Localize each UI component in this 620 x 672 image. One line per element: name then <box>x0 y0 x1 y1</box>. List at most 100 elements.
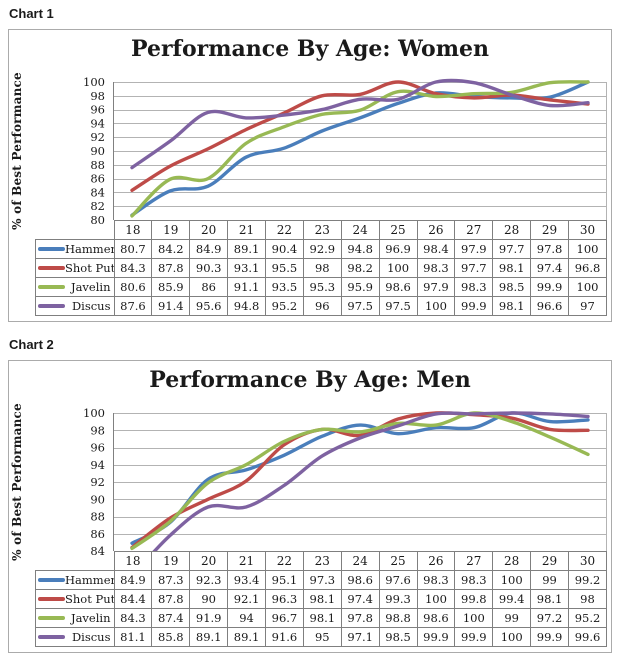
y-axis-title: % of Best Performance <box>10 403 24 561</box>
value-cell: 99.3 <box>378 589 418 609</box>
value-cell: 95.2 <box>568 608 607 628</box>
value-cell: 97.4 <box>530 258 569 278</box>
value-cell: 97.6 <box>378 570 418 590</box>
value-cell: 98.8 <box>378 608 418 628</box>
value-cell: 95.1 <box>265 570 304 590</box>
series-name: Hammer <box>65 242 114 256</box>
age-header-row: 18 19 20 21 22 23 24 25 26 27 28 29 30 <box>36 551 607 571</box>
age-header-cell: 24 <box>340 551 380 571</box>
value-cell: 99.6 <box>568 627 607 647</box>
value-cell: 91.9 <box>189 608 229 628</box>
age-header-row: 18 19 20 21 22 23 24 25 26 27 28 29 30 <box>36 220 607 240</box>
value-cell: 96.9 <box>378 239 418 259</box>
value-cell: 97.5 <box>378 296 418 316</box>
value-cell: 99 <box>530 570 569 590</box>
legend-swatch-shot-put <box>38 266 65 270</box>
value-cell: 99.9 <box>530 627 569 647</box>
legend-cell: Shot Put <box>35 258 115 278</box>
age-header-cell: 23 <box>302 551 342 571</box>
value-cell: 90.4 <box>265 239 304 259</box>
age-header-cell: 25 <box>378 220 418 240</box>
value-cell: 98.3 <box>416 258 456 278</box>
y-tick-label: 88 <box>90 510 105 524</box>
value-cell: 97.1 <box>340 627 380 647</box>
y-tick-label: 80 <box>90 213 105 227</box>
value-cell: 87.4 <box>151 608 191 628</box>
series-line-hammer <box>130 80 590 217</box>
legend-cell: Hammer <box>35 239 115 259</box>
value-cell: 98.1 <box>492 258 532 278</box>
y-axis-title: % of Best Performance <box>10 72 24 230</box>
legend-cell: Javelin <box>35 608 115 628</box>
age-header-cell: 19 <box>151 551 191 571</box>
series-line-discus <box>152 411 590 551</box>
legend-entry: Discus <box>38 630 112 644</box>
value-cell: 91.4 <box>151 296 191 316</box>
legend-swatch-discus <box>38 635 65 639</box>
value-cell: 98.6 <box>416 608 456 628</box>
series-row-shot-put: Shot Put 84.4 87.8 90 92.1 96.3 98.1 97.4 99.3 10… <box>35 589 607 609</box>
chart-1-section: Chart 1 Performance By Age: Women 80 82 84… <box>0 7 620 322</box>
legend-swatch-discus <box>38 304 65 308</box>
value-cell: 95.9 <box>340 277 380 297</box>
age-header-cell: 28 <box>492 551 532 571</box>
value-cell: 91.1 <box>227 277 266 297</box>
legend-cell: Discus <box>35 627 115 647</box>
chart-2-data-table: 18 19 20 21 22 23 24 25 26 27 28 29 30 Hammer 84.9 87.3… <box>35 551 607 647</box>
age-header-cell: 27 <box>454 220 494 240</box>
age-header-cell: 25 <box>378 551 418 571</box>
value-cell: 97.5 <box>340 296 380 316</box>
y-tick-label: 86 <box>90 172 105 186</box>
value-cell: 98.1 <box>530 589 569 609</box>
series-line-javelin <box>130 80 590 218</box>
chart-2-frame: Performance By Age: Men 84 86 88 90 92 94 96 98… <box>8 360 612 653</box>
chart-1-label: Chart 1 <box>9 6 54 21</box>
value-cell: 99.9 <box>454 296 494 316</box>
legend-swatch-hammer <box>38 247 65 251</box>
value-cell: 99.2 <box>568 570 607 590</box>
series-line-discus <box>130 78 590 170</box>
value-cell: 94.8 <box>227 296 266 316</box>
chart-1-data-table: 18 19 20 21 22 23 24 25 26 27 28 29 30 Hammer 80.7 84.2… <box>35 220 607 316</box>
legend-entry: Hammer <box>38 242 114 256</box>
y-tick-label: 96 <box>90 441 105 455</box>
value-cell: 87.8 <box>151 258 191 278</box>
y-tick-label: 90 <box>90 492 105 506</box>
value-cell: 98.5 <box>492 277 532 297</box>
chart-1-frame: Performance By Age: Women 80 82 84 86 88 90 92… <box>8 29 612 322</box>
value-cell: 97.4 <box>340 589 380 609</box>
value-cell: 93.1 <box>227 258 266 278</box>
legend-swatch-javelin <box>38 616 65 620</box>
value-cell: 87.3 <box>151 570 191 590</box>
value-cell: 97.3 <box>302 570 342 590</box>
chart-2-title: Performance By Age: Men <box>149 367 471 393</box>
value-cell: 84.9 <box>113 570 153 590</box>
age-header-cell: 26 <box>416 220 456 240</box>
value-cell: 98.2 <box>340 258 380 278</box>
series-name: Javelin <box>70 611 111 625</box>
value-cell: 95.5 <box>265 258 304 278</box>
value-cell: 100 <box>416 296 456 316</box>
value-cell: 94 <box>227 608 266 628</box>
legend-swatch-hammer <box>38 578 65 582</box>
legend-cell: Hammer <box>35 570 115 590</box>
series-name: Javelin <box>70 280 111 294</box>
age-header-cell: 28 <box>492 220 532 240</box>
y-tick-label: 100 <box>83 406 105 420</box>
chart-2-section: Chart 2 Performance By Age: Men 84 86 88 90… <box>0 338 620 653</box>
y-tick-label: 82 <box>90 199 105 213</box>
y-tick-label: 94 <box>90 458 105 472</box>
age-header-cell: 24 <box>340 220 380 240</box>
age-header-cell: 26 <box>416 551 456 571</box>
y-tick-label: 98 <box>90 89 105 103</box>
y-tick-label: 98 <box>90 423 105 437</box>
value-cell: 84.2 <box>151 239 191 259</box>
age-header-cell: 29 <box>530 220 569 240</box>
value-cell: 85.8 <box>151 627 191 647</box>
value-cell: 99.8 <box>454 589 494 609</box>
value-cell: 99.9 <box>416 627 456 647</box>
age-header-cell: 22 <box>265 551 304 571</box>
series-row-javelin: Javelin 84.3 87.4 91.9 94 96.7 98.1 97.8 98.8 98.… <box>35 608 607 628</box>
value-cell: 97.9 <box>454 239 494 259</box>
